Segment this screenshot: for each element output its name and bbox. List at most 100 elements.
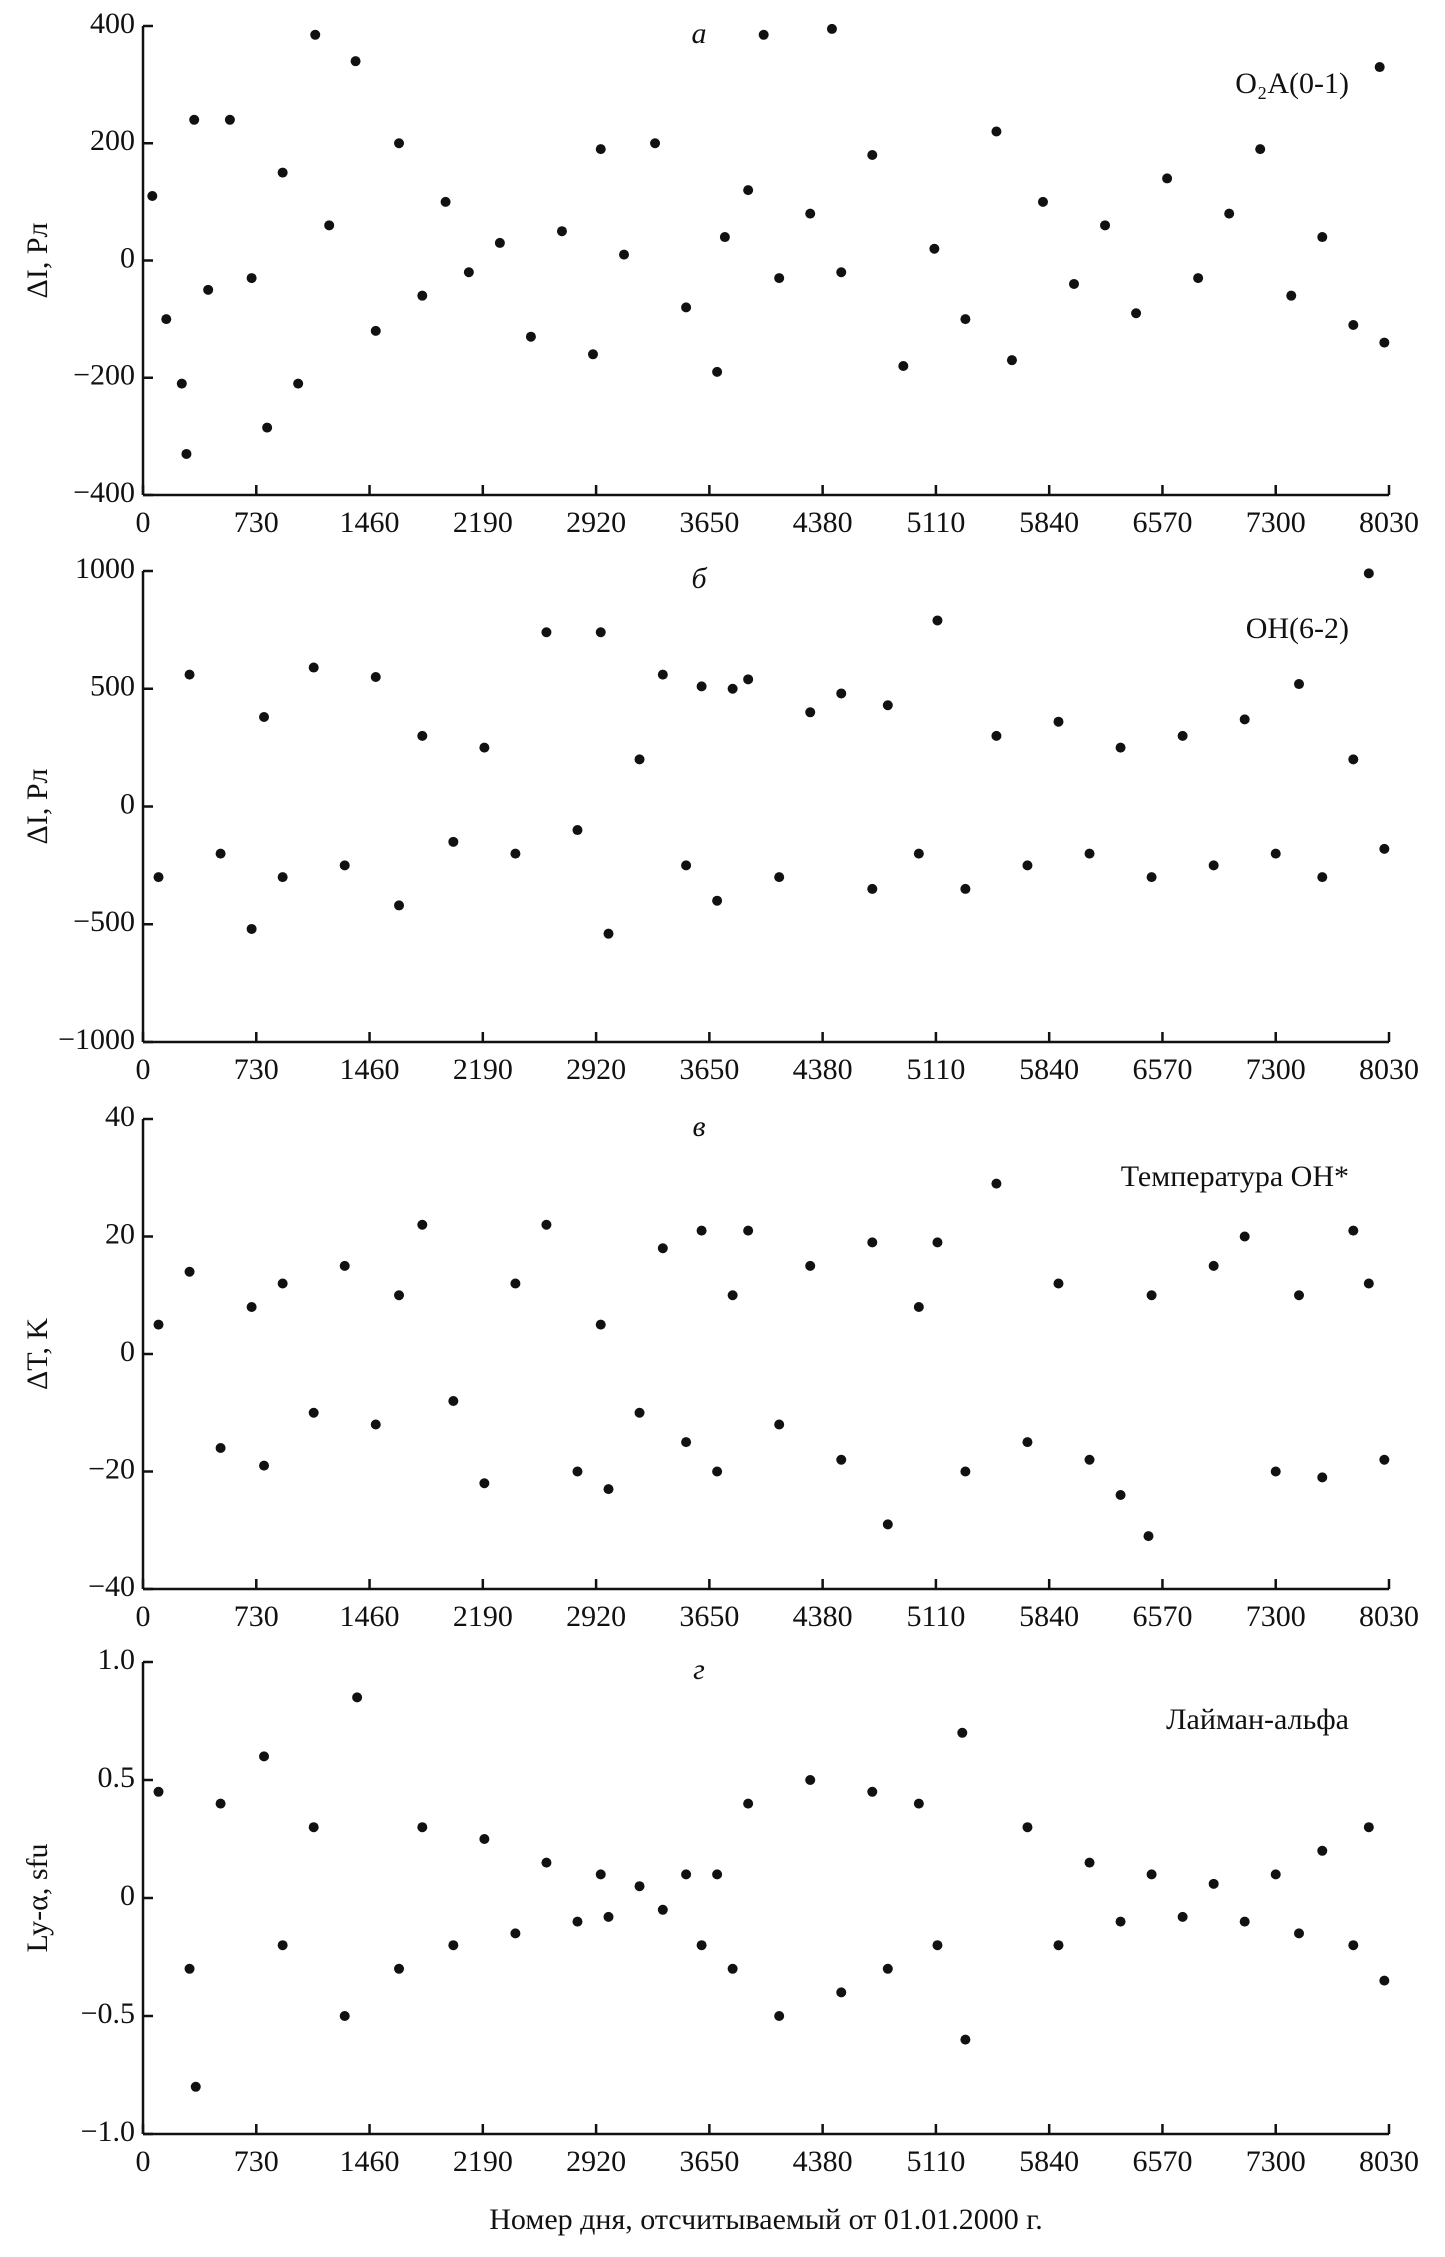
point [681, 1869, 692, 1880]
point [650, 138, 661, 149]
y-tick-label: 20 [105, 1217, 135, 1250]
point [1177, 1911, 1188, 1922]
point [774, 1419, 785, 1430]
point [339, 1260, 350, 1271]
point [1239, 1231, 1250, 1242]
point [1224, 208, 1235, 219]
point [1379, 1454, 1390, 1465]
point [595, 1869, 606, 1880]
x-tick-label: 0 [136, 1600, 151, 1633]
point [1239, 1916, 1250, 1927]
point [587, 349, 598, 360]
point [1143, 1531, 1154, 1542]
point [712, 1466, 723, 1477]
point [224, 114, 235, 125]
point [1022, 1822, 1033, 1833]
point [898, 361, 909, 372]
point [525, 331, 536, 342]
point [510, 1278, 521, 1289]
point [1374, 62, 1385, 73]
point [203, 284, 214, 295]
point [805, 1260, 816, 1271]
point [619, 249, 630, 260]
point [1022, 860, 1033, 871]
point [774, 2011, 785, 2021]
point [277, 1278, 288, 1289]
point [541, 627, 552, 638]
point [215, 1443, 226, 1453]
x-tick-label: 5840 [1019, 2145, 1079, 2178]
point [308, 1822, 319, 1833]
x-tick-label: 4380 [793, 2145, 853, 2178]
y-tick-label: 0 [120, 1335, 135, 1368]
x-tick-label: 7300 [1246, 506, 1306, 539]
point [681, 860, 692, 871]
point [743, 185, 754, 196]
x-tick-label: 1460 [340, 2145, 400, 2178]
y-tick-label: 400 [90, 7, 135, 40]
point [176, 378, 187, 389]
point [572, 1466, 583, 1477]
point [556, 226, 567, 237]
point [339, 2011, 350, 2021]
point [448, 1396, 459, 1406]
point [1270, 1869, 1281, 1880]
point [727, 683, 738, 694]
x-tick-label: 4380 [793, 1053, 853, 1086]
x-axis-label: Номер дня, отсчитываемый от 01.01.2000 г… [489, 2203, 1042, 2236]
point [1162, 173, 1173, 184]
x-tick-label: 8030 [1359, 2145, 1419, 2178]
point [394, 138, 405, 149]
point [991, 1178, 1002, 1189]
point [1193, 273, 1204, 284]
panel-letter: а [692, 17, 707, 50]
x-tick-label: 7300 [1246, 1600, 1306, 1633]
point [882, 1519, 893, 1530]
x-tick-label: 3650 [679, 506, 739, 539]
x-tick-label: 8030 [1359, 506, 1419, 539]
point [712, 895, 723, 906]
point [743, 1225, 754, 1236]
point [1115, 1490, 1126, 1500]
point [932, 615, 943, 626]
x-tick-label: 6570 [1132, 506, 1192, 539]
point [1084, 1857, 1095, 1868]
y-tick-label: 200 [90, 124, 135, 157]
point [719, 232, 730, 243]
point [595, 144, 606, 155]
point [603, 1911, 614, 1922]
point [479, 742, 490, 753]
point [1255, 144, 1266, 155]
point [1379, 337, 1390, 348]
x-tick-label: 3650 [679, 1053, 739, 1086]
point [1270, 848, 1281, 859]
point [1294, 679, 1305, 690]
point [161, 314, 172, 325]
point [1208, 860, 1219, 871]
point [246, 273, 257, 284]
point [293, 378, 304, 389]
point [1348, 1940, 1359, 1951]
panel-letter: в [692, 1110, 705, 1143]
x-tick-label: 1460 [340, 1600, 400, 1633]
y-tick-label: −0.5 [81, 1997, 135, 2030]
y-axis-label: Ly-α, sfu [21, 1843, 54, 1952]
point [1363, 1822, 1374, 1833]
point [1239, 714, 1250, 725]
point [957, 1727, 968, 1738]
point [1022, 1437, 1033, 1448]
x-tick-label: 3650 [679, 2145, 739, 2178]
point [463, 267, 474, 278]
point [1348, 319, 1359, 330]
point [774, 872, 785, 883]
point [262, 422, 273, 433]
annotation: Лайман-альфа [1166, 1703, 1349, 1736]
point [805, 208, 816, 219]
point [913, 1302, 924, 1312]
point [681, 302, 692, 313]
point [190, 2081, 201, 2092]
point [440, 196, 451, 207]
point [153, 1319, 164, 1330]
point [836, 1454, 847, 1465]
point [882, 700, 893, 711]
